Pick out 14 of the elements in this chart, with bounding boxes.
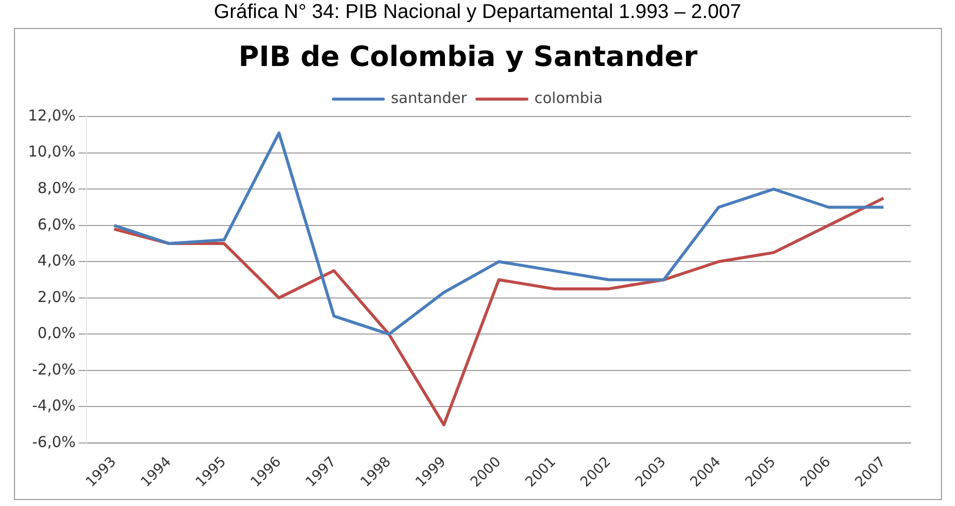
y-tick-label: 4,0% bbox=[38, 252, 76, 270]
y-tick-label: -4,0% bbox=[32, 396, 76, 415]
y-tick-label: 2,0% bbox=[38, 288, 76, 306]
y-tick-label: -6,0% bbox=[32, 432, 76, 451]
chart-title: PIB de Colombia y Santander bbox=[238, 40, 698, 74]
y-tick-label: 0,0% bbox=[38, 324, 76, 342]
y-tick-label: 8,0% bbox=[38, 179, 76, 198]
y-tick-label: 6,0% bbox=[38, 215, 76, 234]
y-tick-label: 10,0% bbox=[28, 142, 76, 161]
y-tick-label: -2,0% bbox=[32, 360, 76, 378]
legend-label: santander bbox=[390, 88, 468, 107]
y-tick-label: 12,0% bbox=[28, 106, 76, 124]
chart-subtitle: Gráfica N° 34: PIB Nacional y Departamental 1.993 – 2.007 bbox=[212, 0, 742, 24]
legend-label: colombia bbox=[534, 88, 603, 107]
